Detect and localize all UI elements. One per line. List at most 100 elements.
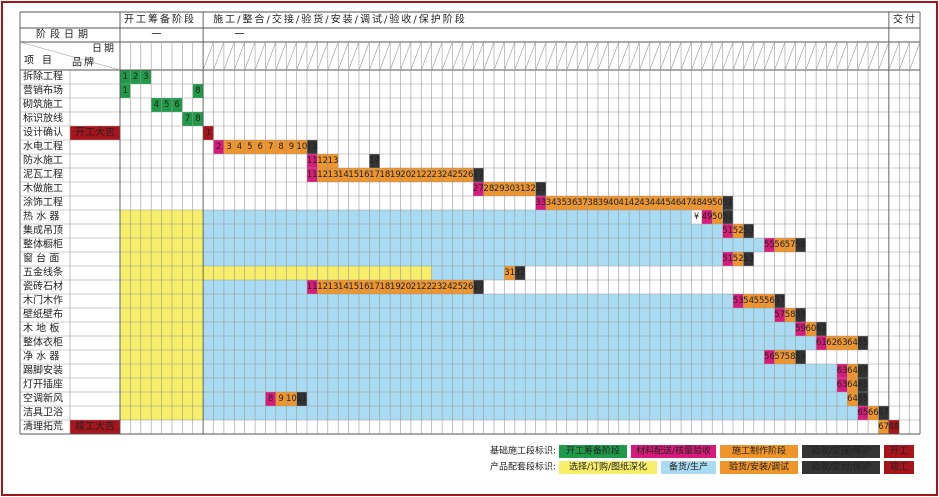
cell-label: 1 bbox=[206, 128, 211, 138]
cell-label: 7 bbox=[268, 142, 273, 152]
cell-fill bbox=[670, 196, 682, 210]
item-name: 清理拓荒 bbox=[23, 420, 63, 433]
cell-fill bbox=[275, 392, 287, 406]
cell-label: 53 bbox=[743, 226, 754, 236]
header-slash bbox=[680, 41, 692, 71]
cell-label: ¥ bbox=[694, 212, 700, 222]
cell-label: 64 bbox=[847, 380, 858, 390]
header-slash bbox=[857, 41, 869, 71]
cell-label: 52 bbox=[733, 226, 744, 236]
cell-label: 38 bbox=[587, 198, 598, 208]
cell-fill bbox=[847, 364, 858, 378]
legend-item: 备货/生产 bbox=[669, 461, 708, 473]
cell-fill bbox=[275, 140, 287, 154]
cell-fill bbox=[608, 196, 619, 210]
cell-fill bbox=[660, 196, 671, 210]
header-slash bbox=[597, 41, 609, 71]
header-slash bbox=[504, 41, 516, 71]
cell-label: 17 bbox=[369, 156, 380, 166]
cell-fill bbox=[774, 308, 785, 322]
item-name: 营销布场 bbox=[23, 84, 63, 97]
stock-fill bbox=[431, 266, 505, 280]
cell-fill bbox=[504, 266, 515, 280]
cell-label: 57 bbox=[774, 352, 785, 362]
cell-label: 11 bbox=[307, 170, 318, 180]
cell-fill bbox=[857, 406, 869, 420]
cell-label: 16 bbox=[359, 170, 370, 180]
cell-fill bbox=[878, 420, 889, 434]
corner-slash bbox=[19, 41, 121, 71]
cell-fill bbox=[348, 280, 359, 294]
cell-label: 59 bbox=[795, 324, 806, 334]
item-name: 防水施工 bbox=[23, 154, 63, 167]
header-slash bbox=[441, 41, 453, 71]
cell-fill bbox=[774, 350, 785, 364]
cell-fill bbox=[857, 392, 869, 406]
cell-label: 63 bbox=[837, 380, 848, 390]
cell-label: 51 bbox=[722, 226, 733, 236]
cell-fill bbox=[120, 84, 131, 98]
cell-label: 8 bbox=[268, 394, 273, 404]
cell-label: 44 bbox=[650, 198, 661, 208]
cell-fill bbox=[421, 280, 432, 294]
stock-fill bbox=[203, 336, 817, 350]
header-slash bbox=[514, 41, 526, 71]
header-slash bbox=[774, 41, 786, 71]
cell-label: 53 bbox=[733, 296, 744, 306]
cell-label: 22 bbox=[421, 170, 432, 180]
header-slash bbox=[847, 41, 858, 71]
cell-fill bbox=[307, 280, 318, 294]
cell-fill bbox=[390, 280, 401, 294]
cell-label: 54 bbox=[743, 296, 754, 306]
cell-label: 26 bbox=[463, 282, 474, 292]
cell-fill bbox=[743, 294, 754, 308]
cell-label: 18 bbox=[380, 282, 391, 292]
legend-item: 选择/订购/图纸深化 bbox=[569, 461, 647, 473]
header-slash bbox=[400, 41, 412, 71]
header-slash bbox=[722, 41, 734, 71]
header-slash bbox=[649, 41, 661, 71]
cell-fill bbox=[629, 196, 640, 210]
cell-label: 61 bbox=[816, 338, 827, 348]
cell-fill bbox=[836, 364, 848, 378]
cell-label: 42 bbox=[629, 198, 640, 208]
cell-fill bbox=[743, 252, 754, 266]
cell-fill bbox=[421, 168, 432, 182]
cell-label: 10 bbox=[286, 394, 297, 404]
cell-fill bbox=[338, 168, 349, 182]
header-slash bbox=[452, 41, 464, 71]
cell-fill bbox=[390, 168, 401, 182]
header-slash bbox=[244, 41, 256, 71]
header-slash bbox=[691, 41, 703, 71]
cell-label: 25 bbox=[452, 170, 463, 180]
item-name: 砌筑施工 bbox=[23, 98, 63, 111]
cell-fill bbox=[857, 336, 869, 350]
stock-fill bbox=[203, 294, 734, 308]
cell-label: 31 bbox=[504, 268, 515, 278]
cell-fill bbox=[369, 168, 380, 182]
cell-label: 65 bbox=[857, 394, 868, 404]
cell-fill bbox=[379, 280, 391, 294]
header-slash bbox=[670, 41, 682, 71]
cell-fill bbox=[639, 196, 650, 210]
header-slash bbox=[805, 41, 817, 71]
cell-fill bbox=[462, 280, 474, 294]
legend-swatch bbox=[884, 461, 914, 474]
cell-fill bbox=[317, 168, 328, 182]
cell-label: 59 bbox=[795, 352, 806, 362]
cell-fill bbox=[597, 196, 609, 210]
cell-label: 27 bbox=[473, 170, 484, 180]
cell-fill bbox=[140, 70, 152, 84]
cell-label: 56 bbox=[764, 352, 775, 362]
cell-label: 49 bbox=[702, 212, 713, 222]
cell-fill bbox=[327, 280, 339, 294]
legend-label: 基础施工段标识: bbox=[490, 445, 556, 457]
cell-fill bbox=[203, 126, 214, 140]
cell-fill bbox=[358, 280, 370, 294]
cell-label: 65 bbox=[857, 408, 868, 418]
cell-label: 47 bbox=[681, 198, 692, 208]
stock-fill bbox=[203, 210, 692, 224]
cell-label: 13 bbox=[328, 170, 339, 180]
cell-label: 32 bbox=[515, 268, 526, 278]
cell-fill bbox=[348, 168, 359, 182]
